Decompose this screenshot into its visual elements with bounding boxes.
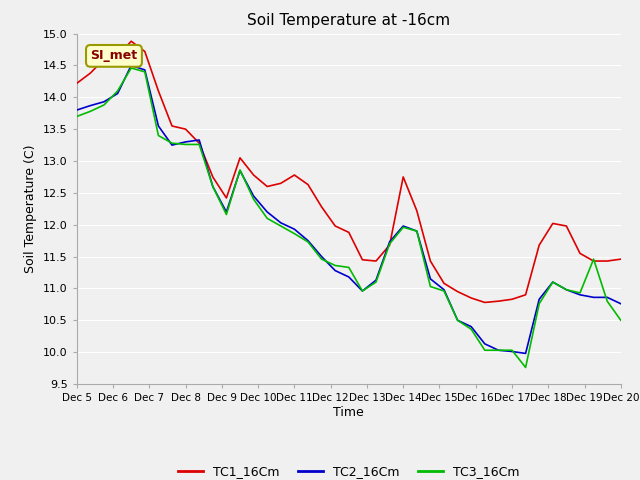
Legend: TC1_16Cm, TC2_16Cm, TC3_16Cm: TC1_16Cm, TC2_16Cm, TC3_16Cm: [173, 460, 525, 480]
X-axis label: Time: Time: [333, 406, 364, 419]
Y-axis label: Soil Temperature (C): Soil Temperature (C): [24, 144, 38, 273]
Text: SI_met: SI_met: [90, 49, 138, 62]
Title: Soil Temperature at -16cm: Soil Temperature at -16cm: [247, 13, 451, 28]
